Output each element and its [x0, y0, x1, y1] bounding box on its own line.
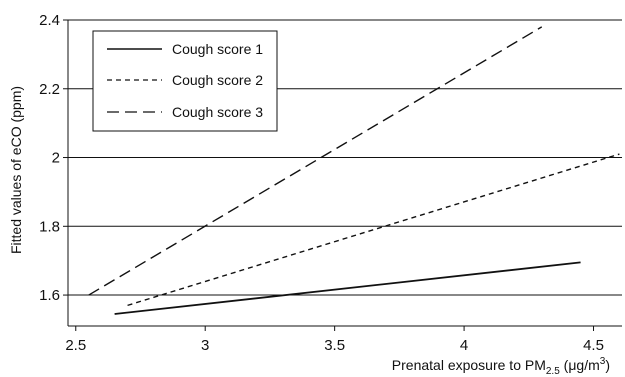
y-tick-label: 2: [52, 150, 60, 167]
y-tick-label: 2.4: [39, 12, 60, 29]
series-line-cough-score-1: [114, 261, 581, 315]
y-tick-label: 2.2: [39, 81, 60, 98]
x-axis-title-subscript: 2.5: [546, 366, 560, 377]
x-axis-title-unit-mu: μ: [568, 357, 576, 373]
legend-label-cough-score-2: Cough score 2: [172, 72, 263, 88]
x-axis-title-superscript: 3: [600, 356, 606, 367]
legend-box: [92, 30, 278, 132]
x-axis-title: Prenatal exposure to PM2.5 (μg/m3): [392, 356, 610, 377]
y-tick-label: 1.6: [39, 287, 60, 304]
x-axis-title-main: Prenatal exposure to PM: [392, 357, 546, 373]
x-axis-title-unit-close: ): [605, 357, 610, 373]
series-lines: [88, 26, 620, 315]
legend-label-cough-score-1: Cough score 1: [172, 41, 263, 57]
x-tick-label: 4: [460, 337, 468, 354]
axes: [63, 19, 622, 331]
x-tick-label: 3.5: [324, 337, 345, 354]
legend: Cough score 1 Cough score 2 Cough score …: [92, 30, 278, 132]
y-axis-title-group: Fitted values of eCO (ppm): [8, 86, 24, 254]
series-line-cough-score-3: [88, 26, 543, 296]
legend-label-cough-score-3: Cough score 3: [172, 104, 263, 120]
x-tick-label: 4.5: [583, 337, 604, 354]
x-axis-title-unit-mid: g/m: [576, 357, 599, 373]
x-axis-title-unit-open: (: [560, 357, 569, 373]
x-tick-label: 2.5: [65, 337, 86, 354]
y-axis-title: Fitted values of eCO (ppm): [8, 86, 24, 254]
x-tick-label: 3: [201, 337, 209, 354]
y-tick-label: 1.8: [39, 218, 60, 235]
series-line-cough-score-2: [127, 153, 620, 307]
